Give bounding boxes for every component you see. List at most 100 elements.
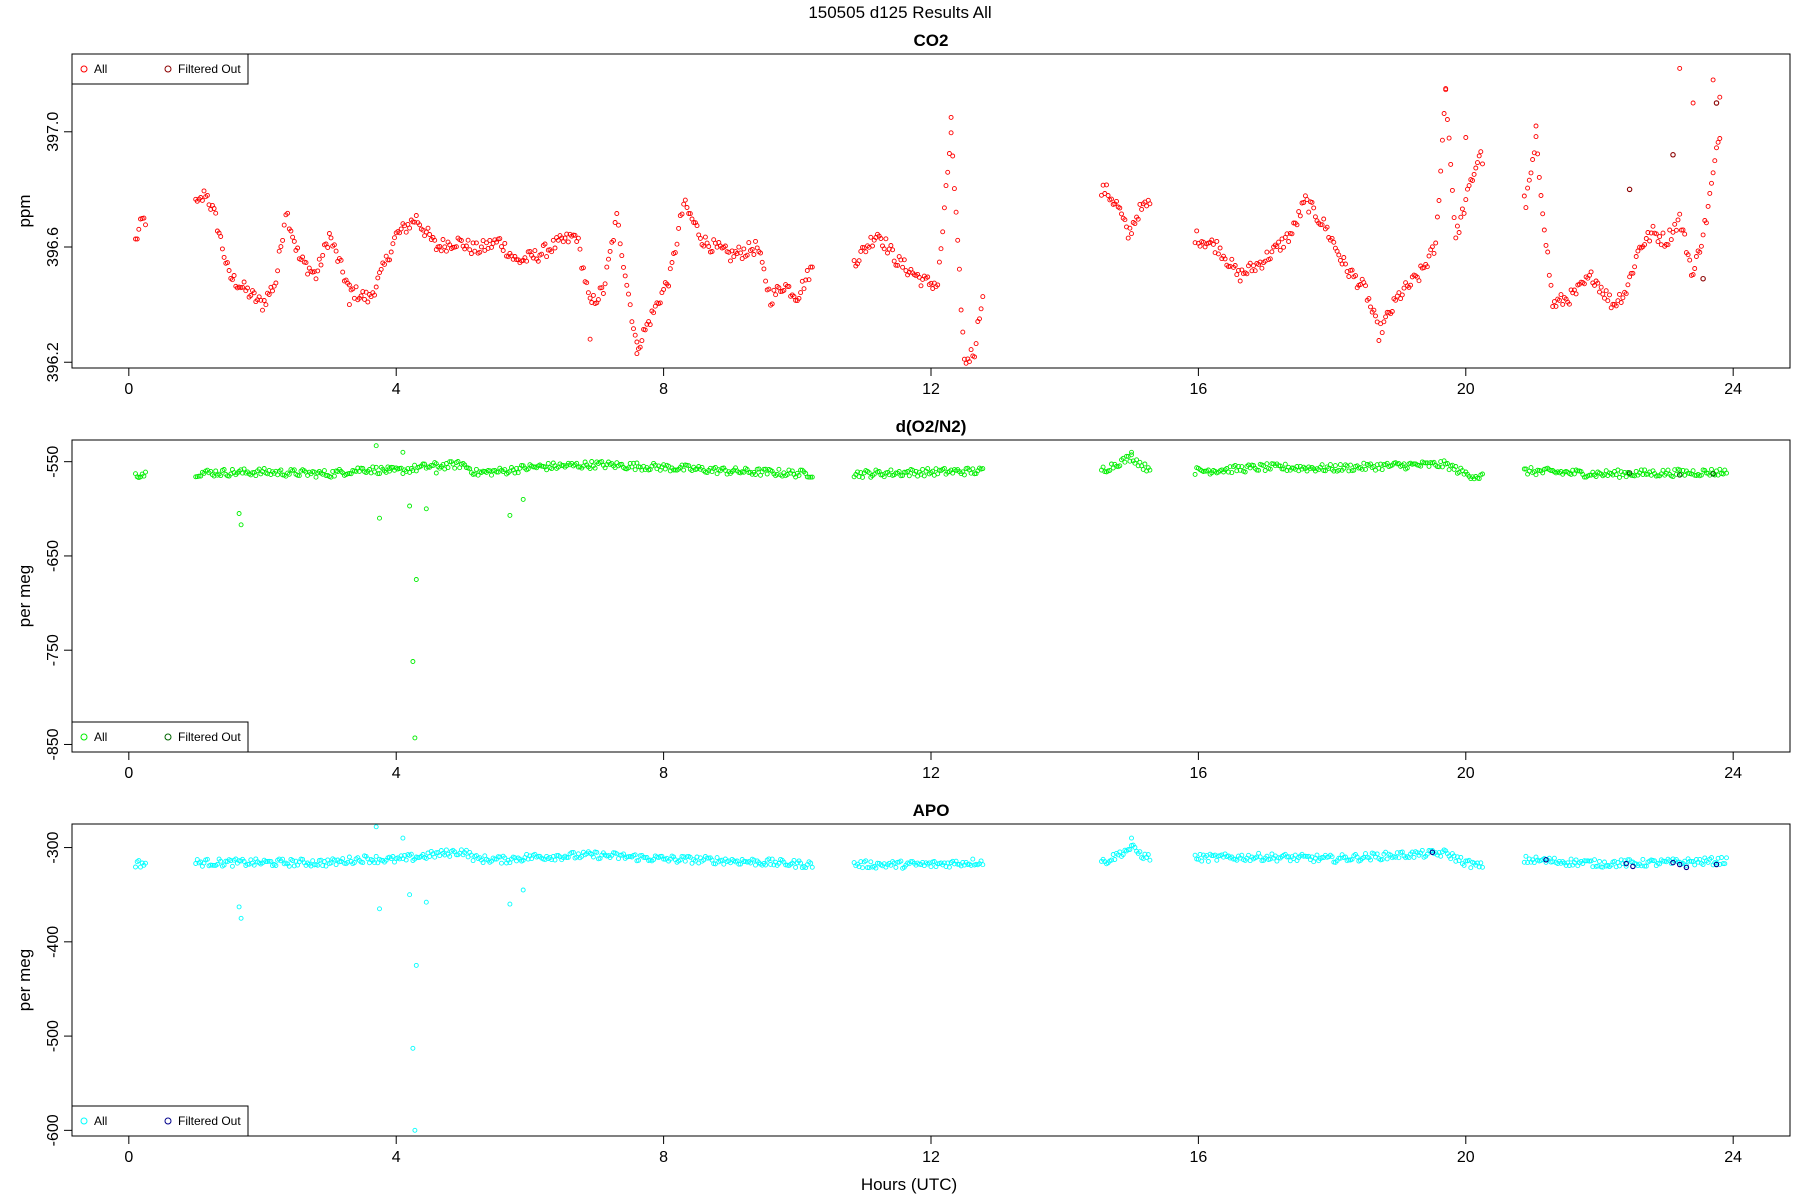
data-point — [587, 295, 593, 301]
data-point — [1468, 865, 1474, 871]
data-point — [1643, 863, 1649, 869]
data-point — [1259, 265, 1265, 271]
data-point — [1448, 161, 1454, 167]
data-point — [1720, 861, 1726, 867]
data-point — [1132, 221, 1138, 227]
data-point — [328, 235, 334, 241]
data-point — [694, 223, 700, 229]
data-point — [806, 277, 812, 283]
data-point — [1361, 855, 1367, 860]
data-point — [1286, 239, 1292, 244]
data-point — [1311, 205, 1317, 211]
data-point — [642, 327, 648, 333]
data-point — [497, 854, 503, 860]
filtered-point — [1676, 472, 1683, 478]
data-point — [437, 853, 443, 859]
data-point — [1232, 263, 1238, 268]
data-point — [1144, 203, 1150, 209]
data-point — [377, 906, 382, 912]
data-point — [753, 472, 758, 477]
data-point — [305, 271, 311, 277]
data-point — [1436, 464, 1442, 470]
x-tick-label: 16 — [1189, 1149, 1207, 1166]
data-point — [270, 288, 275, 294]
filtered-point — [1626, 186, 1633, 193]
data-point — [263, 302, 269, 308]
data-point — [1545, 249, 1551, 255]
data-point — [321, 468, 327, 474]
data-point — [432, 854, 438, 860]
data-point — [587, 466, 593, 471]
data-point — [1630, 270, 1636, 276]
data-point — [597, 285, 603, 291]
data-point — [1550, 304, 1556, 309]
data-point — [291, 467, 297, 473]
data-point — [143, 469, 148, 475]
data-point — [632, 852, 638, 858]
data-point — [353, 284, 359, 290]
plot-frame — [71, 53, 1791, 369]
data-point — [691, 220, 697, 225]
data-point — [1129, 449, 1134, 455]
data-point — [1438, 853, 1444, 859]
data-point — [1368, 304, 1373, 310]
data-point — [863, 249, 869, 255]
data-point — [520, 496, 526, 502]
data-point — [221, 862, 227, 868]
data-point — [931, 859, 937, 864]
data-point — [888, 467, 894, 473]
data-point — [1461, 210, 1467, 216]
data-point — [1523, 853, 1529, 859]
legend-label-filtered: Filtered Out — [178, 62, 241, 76]
data-point — [1667, 227, 1673, 233]
data-point — [575, 235, 581, 241]
data-point — [211, 473, 217, 479]
data-point — [1707, 190, 1713, 196]
data-point — [1682, 231, 1688, 237]
data-point — [1673, 227, 1679, 233]
data-point — [539, 251, 545, 257]
data-point — [1267, 256, 1273, 262]
data-point — [1581, 858, 1587, 864]
data-point — [1588, 269, 1594, 275]
data-point — [346, 282, 352, 288]
data-point — [1540, 211, 1546, 217]
data-point — [901, 257, 907, 263]
data-point — [851, 258, 857, 264]
data-point — [427, 232, 433, 237]
data-point — [467, 247, 473, 253]
data-point — [340, 269, 346, 275]
data-point — [741, 246, 747, 252]
filtered-point — [1630, 863, 1636, 870]
data-point — [1660, 858, 1666, 864]
data-point — [1301, 853, 1307, 859]
data-point — [1426, 463, 1432, 469]
data-point — [631, 326, 636, 332]
data-point — [293, 858, 299, 864]
data-point — [1274, 244, 1280, 249]
data-point — [1317, 222, 1323, 228]
legend: All Filtered Out — [71, 1105, 249, 1137]
data-point — [709, 249, 715, 254]
data-point — [266, 858, 272, 864]
data-point — [1690, 272, 1696, 278]
data-point — [502, 855, 508, 861]
legend-marker-all — [80, 1117, 88, 1125]
data-point — [1264, 461, 1270, 467]
data-point — [1421, 460, 1427, 466]
data-point — [1453, 235, 1459, 241]
data-point — [1383, 314, 1389, 320]
data-point — [1227, 464, 1233, 470]
data-point — [1595, 863, 1601, 869]
data-point — [809, 474, 815, 480]
data-point — [1709, 180, 1714, 186]
data-point — [1129, 835, 1134, 841]
data-point — [1566, 863, 1572, 868]
data-point — [978, 858, 984, 864]
data-point — [980, 862, 986, 868]
data-point — [1712, 158, 1718, 164]
data-point — [291, 238, 297, 244]
data-point — [1573, 291, 1579, 297]
data-point — [219, 246, 225, 252]
data-point — [535, 258, 541, 264]
